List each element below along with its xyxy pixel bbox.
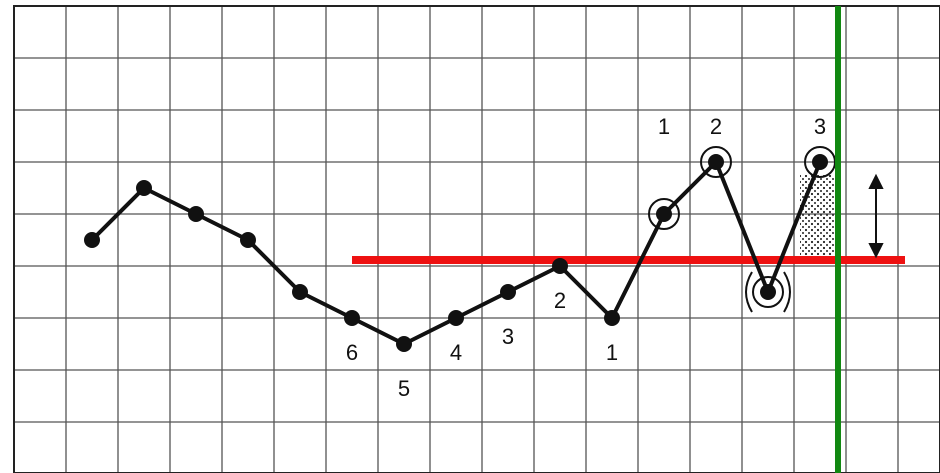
point — [448, 310, 464, 326]
paren — [783, 271, 791, 313]
paren — [745, 271, 753, 313]
count-label: 1 — [658, 114, 670, 139]
height-arrow — [868, 173, 884, 259]
count-label: 3 — [502, 324, 514, 349]
points — [84, 154, 828, 352]
circled-points — [648, 146, 836, 313]
point — [344, 310, 360, 326]
point — [396, 336, 412, 352]
point — [812, 154, 828, 170]
point — [84, 232, 100, 248]
point — [500, 284, 516, 300]
point — [604, 310, 620, 326]
count-label: 6 — [346, 340, 358, 365]
frame — [13, 5, 940, 473]
point — [708, 154, 724, 170]
grid — [14, 6, 940, 473]
point — [552, 258, 568, 274]
point — [656, 206, 672, 222]
count-label: 4 — [450, 340, 462, 365]
dotted-area — [800, 175, 840, 255]
count-label: 2 — [710, 114, 722, 139]
count-label: 1 — [606, 340, 618, 365]
labels: 6 5 4 3 2 1 1 2 3 — [346, 114, 826, 401]
ring — [700, 146, 732, 178]
point — [292, 284, 308, 300]
point — [136, 180, 152, 196]
count-label: 3 — [814, 114, 826, 139]
point — [760, 284, 776, 300]
count-label: 2 — [554, 288, 566, 313]
ring — [648, 198, 680, 230]
count-label: 5 — [398, 376, 410, 401]
point — [240, 232, 256, 248]
point — [188, 206, 204, 222]
ring — [752, 276, 784, 308]
